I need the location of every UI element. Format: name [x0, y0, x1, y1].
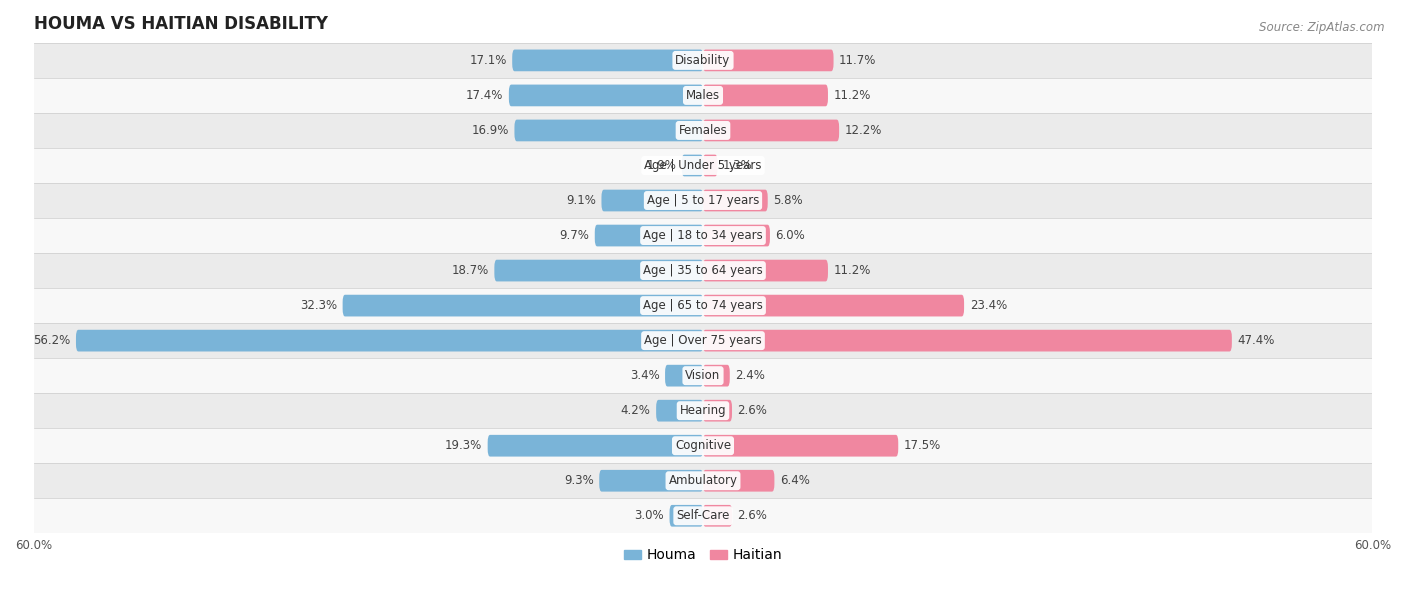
Legend: Houma, Haitian: Houma, Haitian: [619, 543, 787, 568]
Text: Hearing: Hearing: [679, 404, 727, 417]
Text: 9.1%: 9.1%: [567, 194, 596, 207]
FancyBboxPatch shape: [495, 259, 703, 282]
FancyBboxPatch shape: [703, 50, 834, 71]
FancyBboxPatch shape: [703, 225, 770, 247]
Bar: [34, 428, 1372, 463]
Text: Self-Care: Self-Care: [676, 509, 730, 522]
Text: 11.2%: 11.2%: [834, 264, 870, 277]
Text: 2.6%: 2.6%: [738, 404, 768, 417]
Bar: [34, 463, 1372, 498]
FancyBboxPatch shape: [703, 435, 898, 457]
Text: Age | 5 to 17 years: Age | 5 to 17 years: [647, 194, 759, 207]
FancyBboxPatch shape: [703, 470, 775, 491]
Text: 3.4%: 3.4%: [630, 369, 659, 382]
Text: 23.4%: 23.4%: [970, 299, 1007, 312]
Bar: [34, 358, 1372, 393]
Bar: [34, 43, 1372, 78]
FancyBboxPatch shape: [343, 295, 703, 316]
Text: Age | 35 to 64 years: Age | 35 to 64 years: [643, 264, 763, 277]
Bar: [34, 183, 1372, 218]
Text: 16.9%: 16.9%: [471, 124, 509, 137]
Text: Age | Over 75 years: Age | Over 75 years: [644, 334, 762, 347]
Text: 6.0%: 6.0%: [776, 229, 806, 242]
Bar: [34, 78, 1372, 113]
Bar: [34, 218, 1372, 253]
Bar: [34, 253, 1372, 288]
FancyBboxPatch shape: [703, 330, 1232, 351]
Text: 3.0%: 3.0%: [634, 509, 664, 522]
FancyBboxPatch shape: [703, 119, 839, 141]
Text: Ambulatory: Ambulatory: [668, 474, 738, 487]
FancyBboxPatch shape: [703, 84, 828, 106]
Text: Age | 65 to 74 years: Age | 65 to 74 years: [643, 299, 763, 312]
Text: 47.4%: 47.4%: [1237, 334, 1275, 347]
FancyBboxPatch shape: [599, 470, 703, 491]
Bar: [34, 323, 1372, 358]
Text: Source: ZipAtlas.com: Source: ZipAtlas.com: [1260, 21, 1385, 34]
FancyBboxPatch shape: [669, 505, 703, 527]
FancyBboxPatch shape: [703, 259, 828, 282]
Bar: [34, 288, 1372, 323]
FancyBboxPatch shape: [595, 225, 703, 247]
FancyBboxPatch shape: [703, 190, 768, 211]
Text: 1.9%: 1.9%: [647, 159, 676, 172]
Text: Males: Males: [686, 89, 720, 102]
Text: 17.1%: 17.1%: [470, 54, 506, 67]
FancyBboxPatch shape: [703, 365, 730, 387]
Bar: [34, 393, 1372, 428]
Text: Age | Under 5 years: Age | Under 5 years: [644, 159, 762, 172]
Bar: [34, 148, 1372, 183]
Text: 56.2%: 56.2%: [34, 334, 70, 347]
FancyBboxPatch shape: [703, 295, 965, 316]
Text: Age | 18 to 34 years: Age | 18 to 34 years: [643, 229, 763, 242]
FancyBboxPatch shape: [665, 365, 703, 387]
Text: 18.7%: 18.7%: [451, 264, 489, 277]
Text: 4.2%: 4.2%: [620, 404, 651, 417]
Text: 32.3%: 32.3%: [299, 299, 337, 312]
Text: Disability: Disability: [675, 54, 731, 67]
FancyBboxPatch shape: [703, 505, 733, 527]
FancyBboxPatch shape: [682, 155, 703, 176]
FancyBboxPatch shape: [515, 119, 703, 141]
Text: HOUMA VS HAITIAN DISABILITY: HOUMA VS HAITIAN DISABILITY: [34, 15, 328, 33]
FancyBboxPatch shape: [703, 155, 717, 176]
Text: 11.7%: 11.7%: [839, 54, 876, 67]
Text: 17.5%: 17.5%: [904, 439, 941, 452]
Text: Females: Females: [679, 124, 727, 137]
FancyBboxPatch shape: [488, 435, 703, 457]
FancyBboxPatch shape: [509, 84, 703, 106]
FancyBboxPatch shape: [512, 50, 703, 71]
Bar: [34, 498, 1372, 533]
Text: 2.6%: 2.6%: [738, 509, 768, 522]
FancyBboxPatch shape: [657, 400, 703, 422]
FancyBboxPatch shape: [76, 330, 703, 351]
Text: 19.3%: 19.3%: [444, 439, 482, 452]
Text: Vision: Vision: [685, 369, 721, 382]
Text: 17.4%: 17.4%: [465, 89, 503, 102]
Bar: [34, 113, 1372, 148]
Text: 2.4%: 2.4%: [735, 369, 765, 382]
Text: 6.4%: 6.4%: [780, 474, 810, 487]
FancyBboxPatch shape: [703, 400, 733, 422]
FancyBboxPatch shape: [602, 190, 703, 211]
Text: 9.7%: 9.7%: [560, 229, 589, 242]
Text: Cognitive: Cognitive: [675, 439, 731, 452]
Text: 11.2%: 11.2%: [834, 89, 870, 102]
Text: 5.8%: 5.8%: [773, 194, 803, 207]
Text: 12.2%: 12.2%: [845, 124, 882, 137]
Text: 1.3%: 1.3%: [723, 159, 752, 172]
Text: 9.3%: 9.3%: [564, 474, 593, 487]
